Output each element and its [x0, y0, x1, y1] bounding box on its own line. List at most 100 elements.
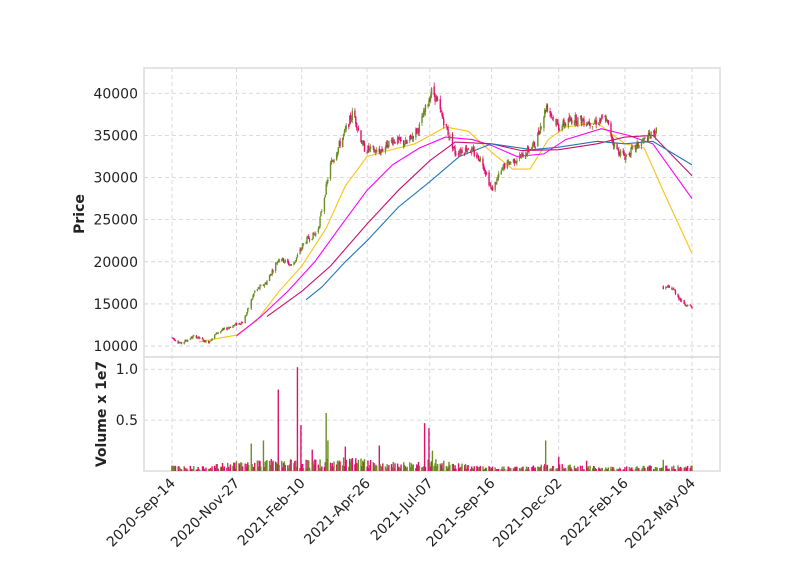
candle-body [577, 117, 579, 125]
volume-bar [306, 468, 308, 471]
volume-bar [216, 464, 218, 471]
volume-bar [562, 467, 564, 471]
candle-body [644, 137, 646, 139]
volume-bar [402, 462, 405, 471]
candle-body [229, 327, 232, 329]
volume-bar [281, 467, 284, 471]
candle-body [497, 177, 499, 179]
candle-body [484, 171, 487, 175]
volume-bar [178, 466, 180, 471]
volume-bar [429, 466, 432, 471]
candle-body [672, 288, 674, 291]
candle-body [295, 257, 298, 261]
volume-bar [373, 463, 375, 471]
volume-bar [442, 467, 444, 471]
candle-body [239, 323, 241, 324]
moving-average-line [236, 128, 693, 337]
candle-body [495, 182, 497, 184]
candle-body [234, 324, 236, 326]
candle-body [433, 86, 435, 95]
volume-bar [673, 468, 676, 471]
volume-bar [180, 469, 183, 471]
volume-bar [642, 465, 644, 471]
volume-bar [679, 466, 682, 471]
volume-bar [528, 469, 530, 471]
volume-bar [653, 469, 656, 471]
candle-body [582, 119, 584, 121]
volume-bar [601, 467, 603, 471]
candle-body [314, 234, 316, 236]
volume-bar [330, 466, 333, 471]
volume-bar [650, 466, 652, 471]
candle-body [666, 286, 669, 288]
candle-body [549, 111, 551, 113]
candle-body [265, 283, 267, 285]
volume-bar [638, 468, 640, 471]
volume-bar [354, 464, 356, 471]
volume-bar [307, 460, 309, 471]
volume-bar [314, 459, 316, 471]
volume-bar [421, 467, 423, 471]
volume-bar [637, 467, 639, 471]
candle-body [466, 149, 468, 153]
candle-body [392, 139, 394, 145]
candle-body [416, 128, 418, 133]
volume-bar [308, 467, 311, 471]
candle-body [625, 154, 628, 156]
candle-body [356, 128, 359, 130]
volume-bar [195, 469, 198, 471]
candle-body [251, 298, 253, 301]
volume-bar [477, 468, 480, 471]
volume-bar [366, 466, 368, 471]
candle-body [381, 148, 383, 151]
candle-body [173, 338, 176, 341]
candle-body [653, 130, 656, 137]
volume-bar [552, 465, 555, 471]
volume-bar [302, 468, 305, 471]
volume-bar [416, 464, 418, 471]
volume-bar [223, 466, 225, 471]
volume-bar [207, 468, 210, 471]
volume-bar [436, 465, 438, 471]
candle-body [355, 123, 358, 129]
candle-body [551, 114, 553, 116]
candle-body [673, 288, 675, 290]
volume-bar [488, 466, 490, 471]
volume-bar [329, 462, 332, 471]
volume-bar [312, 460, 314, 471]
candle-body [302, 243, 305, 245]
candle-body [374, 150, 376, 152]
candle-body [400, 139, 402, 141]
candle-body [477, 155, 480, 161]
volume-bar [180, 468, 182, 471]
volume-bar [262, 440, 265, 471]
candle-body [534, 147, 536, 149]
volume-bar [556, 468, 558, 471]
candle-body [537, 132, 539, 147]
volume-bar [430, 461, 433, 471]
volume-bar [497, 469, 499, 471]
volume-bar [203, 468, 205, 471]
candle-body [458, 151, 461, 156]
volume-bar [470, 466, 473, 471]
candle-body [588, 121, 590, 125]
volume-bar [631, 467, 633, 471]
candle-body [689, 304, 691, 306]
candle-body [238, 323, 240, 325]
volume-bar [406, 466, 408, 471]
candle-body [528, 151, 530, 152]
candle-body [506, 160, 509, 169]
candle-body [357, 128, 360, 130]
date-tick-label: 2022-May-04 [622, 475, 699, 552]
volume-bar [342, 465, 344, 471]
candle-body [679, 298, 681, 300]
volume-bar [686, 465, 689, 471]
volume-bar [277, 389, 279, 471]
volume-bar [221, 462, 224, 471]
candle-body [186, 340, 188, 342]
volume-bar [416, 465, 419, 471]
candle-body [473, 149, 475, 156]
candle-body [247, 307, 250, 309]
candle-body [436, 97, 438, 99]
volume-bar [506, 469, 509, 471]
